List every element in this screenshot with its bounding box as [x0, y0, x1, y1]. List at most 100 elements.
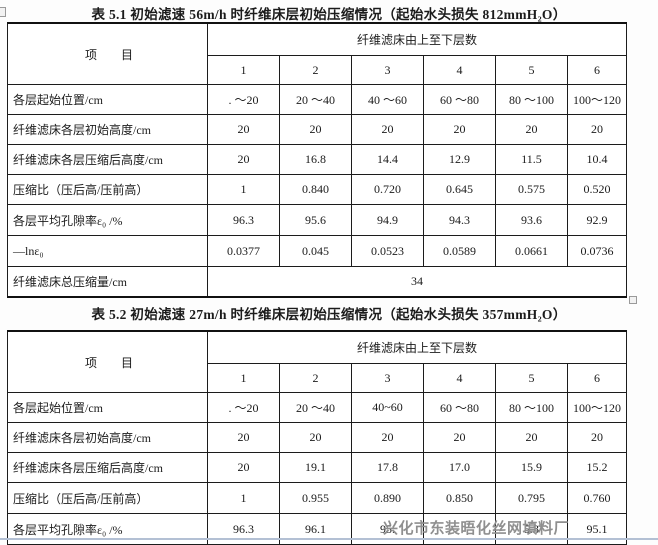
cell: 0.0589	[423, 235, 496, 267]
table-row: 各层起始位置/cm . ～20 20 ～40 40 ～60 60 ～80 80 …	[7, 84, 628, 115]
cell: 20	[423, 422, 496, 453]
table-row: 纤维滤床各层初始高度/cm 20 20 20 20 20 20	[7, 422, 628, 453]
cell: 60 ～80	[423, 392, 496, 423]
cell: 20	[566, 114, 628, 145]
cell: 0.955	[279, 482, 352, 514]
cell: 80 ～100	[495, 392, 568, 423]
col-header: 3	[351, 55, 424, 85]
cell: 95.6	[279, 204, 352, 236]
cell: 93.6	[495, 204, 568, 236]
table-row: 各层起始位置/cm . ～20 20 ～40 40~60 60 ～80 80 ～…	[7, 392, 628, 423]
page-edge-mark-icon	[0, 7, 6, 17]
window-bottom-edge	[0, 538, 658, 540]
vendor-watermark: 兴化市东装晤化丝网填料厂	[383, 521, 570, 537]
col-header: 5	[495, 55, 568, 85]
cell: 20	[495, 114, 568, 145]
col-header: 4	[423, 55, 496, 85]
cell: 100～120	[566, 84, 628, 115]
col-header: 6	[566, 55, 628, 85]
cell: 20	[351, 422, 424, 453]
cell: 0.720	[351, 174, 424, 205]
table-5-2-title: 表 5.2 初始滤速 27m/h 时纤维床层初始压缩情况（起始水头损失 357m…	[91, 307, 567, 322]
cell: . ～20	[207, 392, 280, 423]
col-header: 1	[207, 55, 280, 85]
col-header: 6	[566, 363, 628, 393]
item-header-cell: 项 目	[7, 330, 208, 393]
cell: 0.850	[423, 482, 496, 514]
table-row: 纤维滤床各层压缩后高度/cm 20 19.1 17.8 17.0 15.9 15…	[7, 452, 628, 483]
cell: 17.8	[351, 452, 424, 483]
cell: 1	[207, 482, 280, 514]
cell: 100～120	[566, 392, 628, 423]
cell: 0.0377	[207, 235, 280, 267]
cell: 94.9	[351, 204, 424, 236]
cell: 12.9	[423, 144, 496, 175]
cell: 20	[279, 422, 352, 453]
cell: 1	[207, 174, 280, 205]
cell: 20	[566, 422, 628, 453]
cell: 94.3	[423, 204, 496, 236]
cell: 96.3	[207, 204, 280, 236]
col-header: 3	[351, 363, 424, 393]
cell: 0.520	[566, 174, 628, 205]
cell: 10.4	[566, 144, 628, 175]
group-header-cell: 纤维滤床由上至下层数	[206, 330, 628, 364]
cell: 20	[207, 114, 280, 145]
col-header: 2	[279, 55, 352, 85]
table-row: 压缩比（压后高/压前高） 1 0.840 0.720 0.645 0.575 0…	[7, 174, 628, 205]
cell: 20 ～40	[279, 392, 352, 423]
cell: 20	[495, 422, 568, 453]
row-label: —lnε₀	[7, 235, 208, 267]
table-row: 纤维滤床各层初始高度/cm 20 20 20 20 20 20	[7, 114, 628, 145]
row-label: 各层起始位置/cm	[7, 84, 208, 115]
row-label: 纤维滤床各层初始高度/cm	[7, 422, 208, 453]
cell: 20	[207, 452, 280, 483]
object-anchor-icon	[629, 296, 637, 304]
cell: 0.760	[566, 482, 628, 514]
cell: 0.0661	[495, 235, 568, 267]
cell: 11.5	[495, 144, 568, 175]
cell: 0.795	[495, 482, 568, 514]
table-row: 纤维滤床总压缩量/cm 34	[7, 266, 628, 298]
cell: 20	[207, 144, 280, 175]
cell: 15.9	[495, 452, 568, 483]
cell: 0.0523	[351, 235, 424, 267]
table-row: 各层平均孔隙率ε₀ /% 96.3 95.6 94.9 94.3 93.6 92…	[7, 204, 628, 236]
group-header-cell: 纤维滤床由上至下层数	[206, 22, 628, 56]
cell: 0.0736	[566, 235, 628, 267]
cell: 0.645	[423, 174, 496, 205]
cell: 20 ～40	[279, 84, 352, 115]
row-label: 各层平均孔隙率ε₀ /%	[7, 204, 208, 236]
cell: 15.2	[566, 452, 628, 483]
row-label: 各层起始位置/cm	[7, 392, 208, 423]
cell: 60 ～80	[423, 84, 496, 115]
row-label: 纤维滤床各层压缩后高度/cm	[7, 452, 208, 483]
total-compression-cell: 34	[206, 266, 628, 298]
cell: 40 ～60	[351, 84, 424, 115]
table-row: 纤维滤床各层压缩后高度/cm 20 16.8 14.4 12.9 11.5 10…	[7, 144, 628, 175]
table-5-1-title: 表 5.1 初始滤速 56m/h 时纤维床层初始压缩情况（起始水头损失 812m…	[91, 7, 567, 22]
cell: 19.1	[279, 452, 352, 483]
cell: 16.8	[279, 144, 352, 175]
cell: 17.0	[423, 452, 496, 483]
col-header: 2	[279, 363, 352, 393]
cell: 80 ～100	[495, 84, 568, 115]
cell: 20	[279, 114, 352, 145]
col-header: 4	[423, 363, 496, 393]
row-label: 压缩比（压后高/压前高）	[7, 174, 208, 205]
cell: 40~60	[351, 392, 424, 423]
row-label: 纤维滤床各层初始高度/cm	[7, 114, 208, 145]
cell: 0.045	[279, 235, 352, 267]
cell: 20	[207, 422, 280, 453]
table-5-2: 项 目 纤维滤床由上至下层数 1 2 3 4 5 6 各层起始位置/cm . ～…	[7, 330, 628, 545]
table-row: —lnε₀ 0.0377 0.045 0.0523 0.0589 0.0661 …	[7, 235, 628, 267]
cell: 0.890	[351, 482, 424, 514]
table-5-1: 项 目 纤维滤床由上至下层数 1 2 3 4 5 6 各层起始位置/cm . ～…	[7, 22, 628, 298]
cell: . ～20	[207, 84, 280, 115]
row-label: 纤维滤床各层压缩后高度/cm	[7, 144, 208, 175]
cell: 92.9	[566, 204, 628, 236]
item-header-cell: 项 目	[7, 22, 208, 85]
cell: 0.575	[495, 174, 568, 205]
col-header: 5	[495, 363, 568, 393]
